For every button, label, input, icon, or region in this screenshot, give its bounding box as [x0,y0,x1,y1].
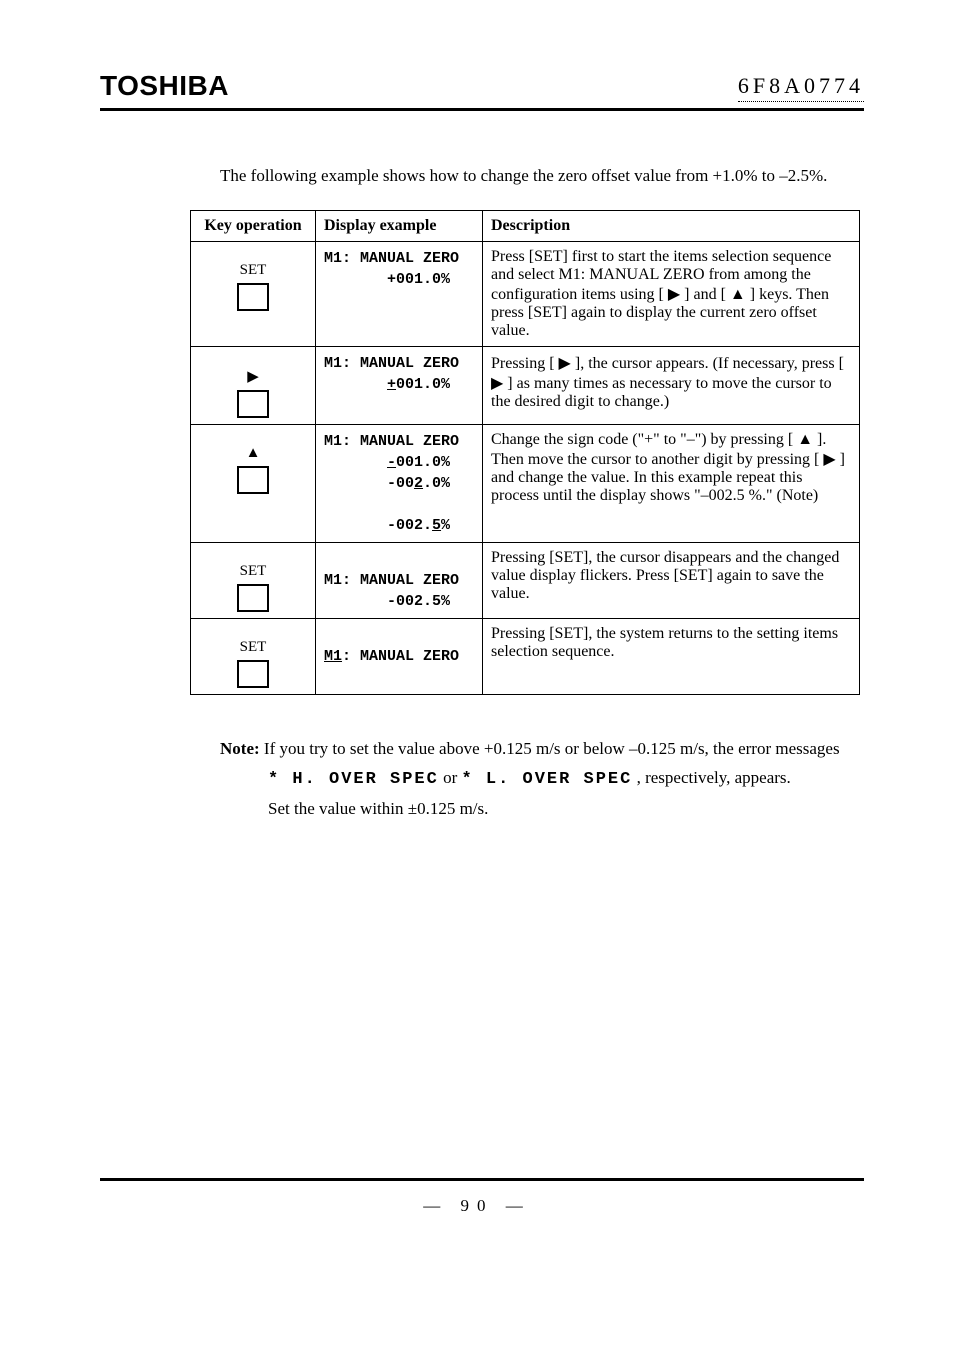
key-operation-cell: ▶ [191,347,316,425]
key-operation-cell: SET [191,543,316,619]
key-label: SET [240,262,267,279]
key-button-icon [237,283,269,311]
operation-table: Key operation Display example Descriptio… [190,210,860,695]
note-line3: Set the value within ±0.125 m/s. [268,799,488,818]
right-arrow-icon: ▶ [247,367,259,386]
display-example-cell: M1: MANUAL ZERO -001.0% -002.0% -002.5% [316,425,483,543]
display-example-cell: M1: MANUAL ZERO [316,619,483,695]
table-row: SET M1: MANUAL ZERO +001.0%Press [SET] fi… [191,242,860,347]
display-example-cell: M1: MANUAL ZERO -002.5% [316,543,483,619]
description-cell: Pressing [SET], the cursor disappears an… [483,543,860,619]
description-cell: Pressing [ ▶ ], the cursor appears. (If … [483,347,860,425]
up-arrow-icon: ▲ [246,445,261,462]
key-button-icon [237,390,269,418]
key-operation-cell: SET [191,619,316,695]
display-text: M1: MANUAL ZERO +001.0% [324,353,474,395]
page-number: — 90 — [0,1196,954,1216]
error-msg-low: * L. OVER SPEC [462,770,633,789]
note-prefix: Note: [220,739,260,758]
display-text: M1: MANUAL ZERO +001.0% [324,248,474,290]
key-button-icon [237,584,269,612]
document-number: 6F8A0774 [738,73,864,102]
note-line2-wrap: * H. OVER SPEC or * L. OVER SPEC , respe… [268,768,791,787]
description-cell: Pressing [SET], the system returns to th… [483,619,860,695]
display-text: M1: MANUAL ZERO [324,625,474,667]
key-button-icon [237,660,269,688]
key-button-icon [237,466,269,494]
col-key-operation: Key operation [191,211,316,242]
key-label: SET [240,563,267,580]
key-operation-cell: SET [191,242,316,347]
col-display-example: Display example [316,211,483,242]
key-operation-cell: ▲ [191,425,316,543]
note-mid: or [443,768,461,787]
col-description: Description [483,211,860,242]
table-row: ▲ M1: MANUAL ZERO -001.0% -002.0% -002.5%… [191,425,860,543]
display-text: M1: MANUAL ZERO -002.5% [324,549,474,612]
description-cell: Change the sign code ("+" to "–") by pre… [483,425,860,543]
description-cell: Press [SET] first to start the items sel… [483,242,860,347]
table-row: SET M1: MANUAL ZERO -002.5%Pressing [SET… [191,543,860,619]
table-header-row: Key operation Display example Descriptio… [191,211,860,242]
table-row: SET M1: MANUAL ZEROPressing [SET], the s… [191,619,860,695]
footer-rule [100,1178,864,1181]
note-line2-tail: , respectively, appears. [637,768,791,787]
note-line1: If you try to set the value above +0.125… [260,739,840,758]
page: TOSHIBA 6F8A0774 The following example s… [0,0,954,1351]
table-row: ▶ M1: MANUAL ZERO +001.0%Pressing [ ▶ ], … [191,347,860,425]
error-msg-high: * H. OVER SPEC [268,770,439,789]
display-example-cell: M1: MANUAL ZERO +001.0% [316,242,483,347]
display-text: M1: MANUAL ZERO -001.0% -002.0% -002.5% [324,431,474,536]
display-example-cell: M1: MANUAL ZERO +001.0% [316,347,483,425]
note-block: Note: If you try to set the value above … [220,735,860,824]
brand-logo-text: TOSHIBA [100,70,229,102]
intro-paragraph: The following example shows how to chang… [220,166,864,186]
key-label: SET [240,639,267,656]
page-header: TOSHIBA 6F8A0774 [100,70,864,111]
